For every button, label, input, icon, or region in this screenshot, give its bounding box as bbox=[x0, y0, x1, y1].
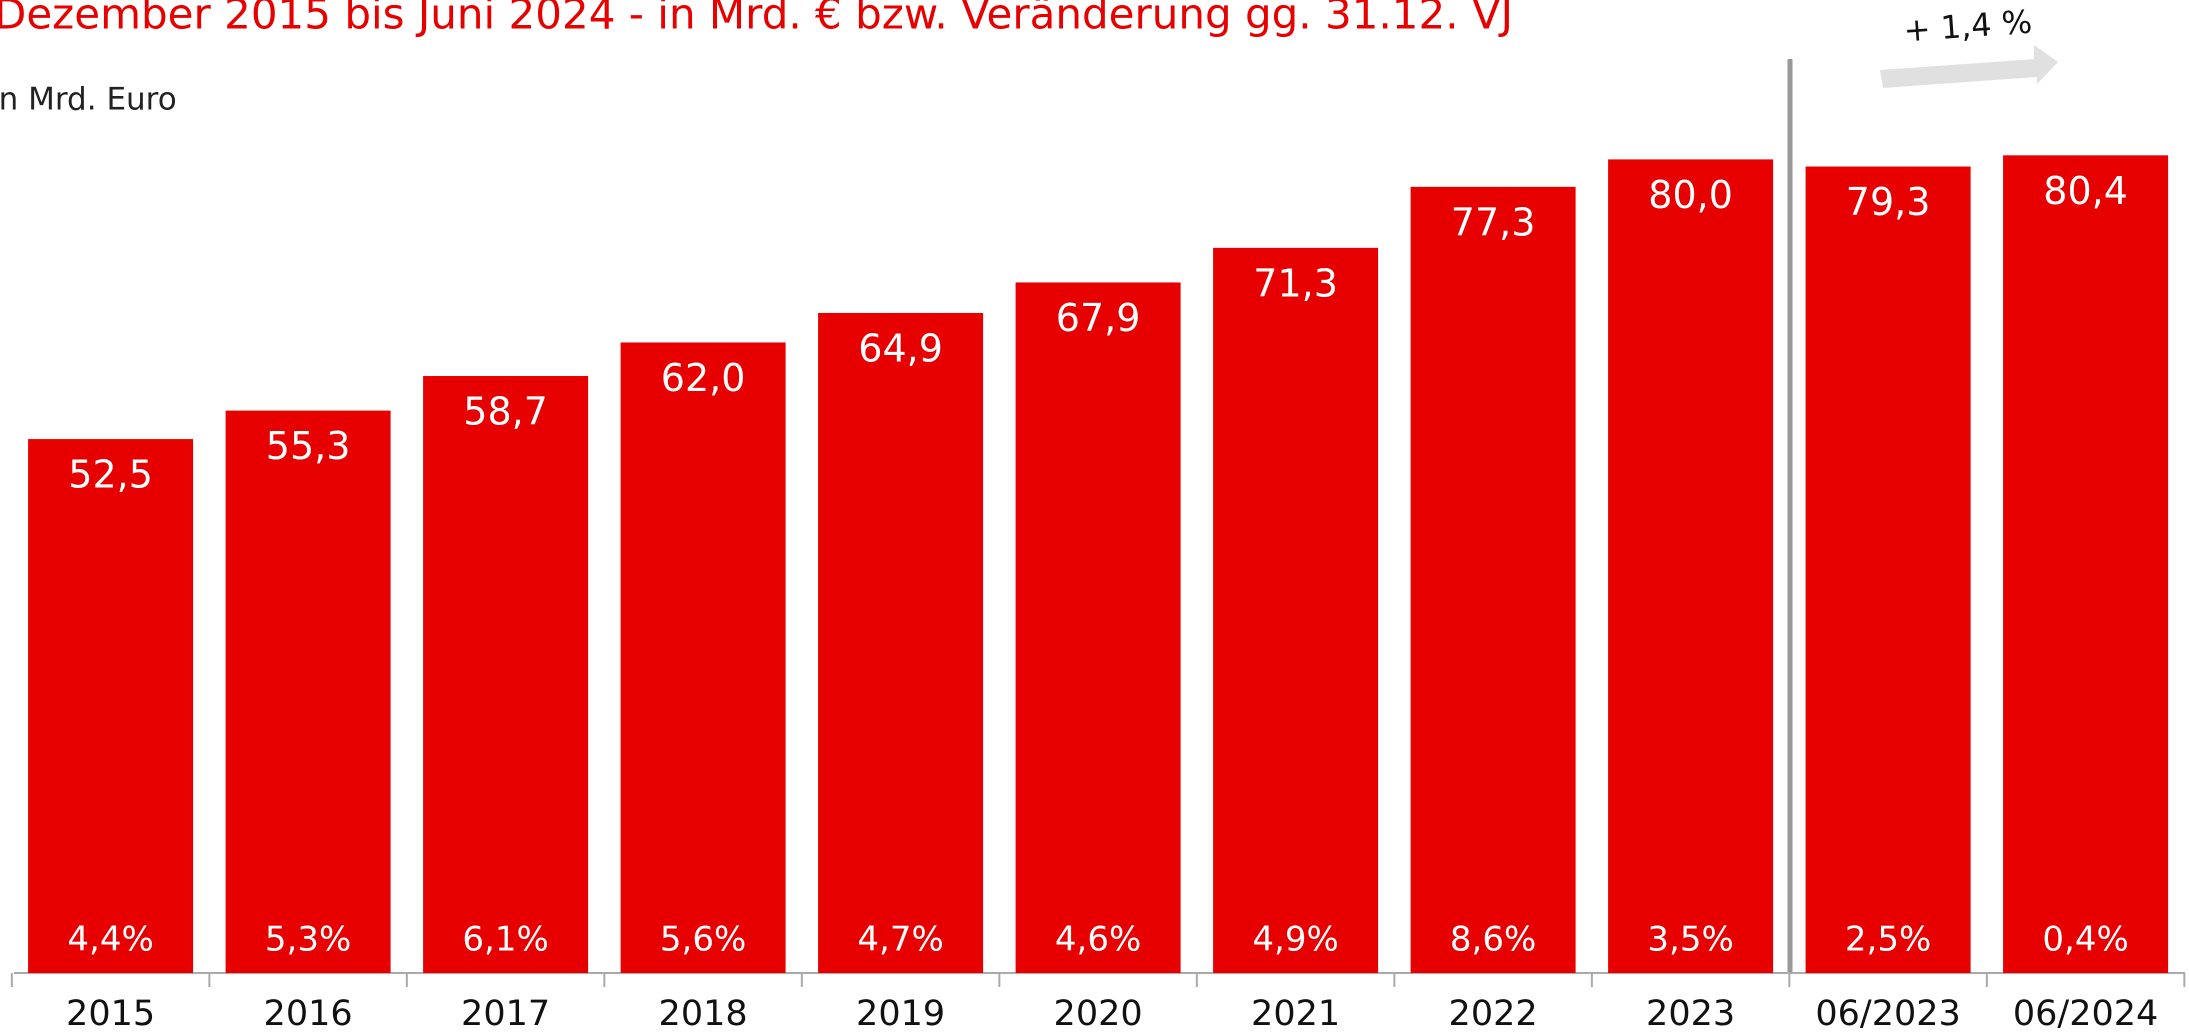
value-label: 71,3 bbox=[1253, 261, 1338, 305]
x-tick-label: 2016 bbox=[264, 994, 353, 1033]
change-label: 3,5% bbox=[1647, 920, 1733, 960]
change-label: 8,6% bbox=[1450, 920, 1536, 960]
bar bbox=[620, 342, 786, 974]
change-label: 5,6% bbox=[660, 920, 746, 960]
value-label: 79,3 bbox=[1846, 180, 1931, 224]
change-label: 0,4% bbox=[2042, 920, 2128, 960]
x-tick-label: 2023 bbox=[1646, 994, 1735, 1033]
x-tick-label: 2022 bbox=[1449, 994, 1538, 1033]
chart-subtitle: in Mrd. Euro bbox=[0, 82, 177, 118]
bar bbox=[423, 376, 589, 973]
change-label: 4,6% bbox=[1055, 920, 1141, 960]
change-label: 6,1% bbox=[462, 920, 548, 960]
value-label: 52,5 bbox=[68, 453, 153, 497]
trend-annotation: + 1,4 % bbox=[1902, 3, 2033, 50]
x-tick-label: 2020 bbox=[1054, 994, 1143, 1033]
value-label: 58,7 bbox=[463, 390, 548, 434]
bar bbox=[2003, 155, 2169, 973]
change-label: 5,3% bbox=[265, 920, 351, 960]
trend-arrow bbox=[1880, 45, 2058, 88]
change-label: 4,4% bbox=[67, 920, 153, 960]
bar bbox=[818, 312, 984, 973]
x-tick-label: 2017 bbox=[461, 994, 550, 1033]
value-label: 67,9 bbox=[1056, 296, 1141, 340]
value-label: 80,0 bbox=[1648, 173, 1733, 217]
x-tick-label: 06/2023 bbox=[1815, 994, 1960, 1033]
bar bbox=[1410, 186, 1576, 973]
bar bbox=[225, 410, 391, 973]
value-label: 55,3 bbox=[266, 424, 351, 468]
change-label: 4,9% bbox=[1252, 920, 1338, 960]
x-tick-label: 2021 bbox=[1251, 994, 1340, 1033]
chart-title: Dezember 2015 bis Juni 2024 - in Mrd. € … bbox=[0, 0, 1513, 39]
bar bbox=[1805, 166, 1971, 974]
x-tick-label: 2019 bbox=[856, 994, 945, 1033]
value-label: 64,9 bbox=[858, 326, 943, 370]
bar bbox=[1608, 159, 1774, 973]
x-tick-label: 06/2024 bbox=[2013, 994, 2158, 1033]
value-label: 77,3 bbox=[1451, 200, 1536, 244]
x-tick-label: 2015 bbox=[66, 994, 155, 1033]
change-label: 4,7% bbox=[857, 920, 943, 960]
bar bbox=[1213, 247, 1379, 973]
x-tick-label: 2018 bbox=[659, 994, 748, 1033]
value-label: 80,4 bbox=[2043, 169, 2128, 213]
value-label: 62,0 bbox=[661, 356, 746, 400]
bar bbox=[1015, 282, 1181, 973]
bar bbox=[28, 439, 194, 973]
change-label: 2,5% bbox=[1845, 920, 1931, 960]
